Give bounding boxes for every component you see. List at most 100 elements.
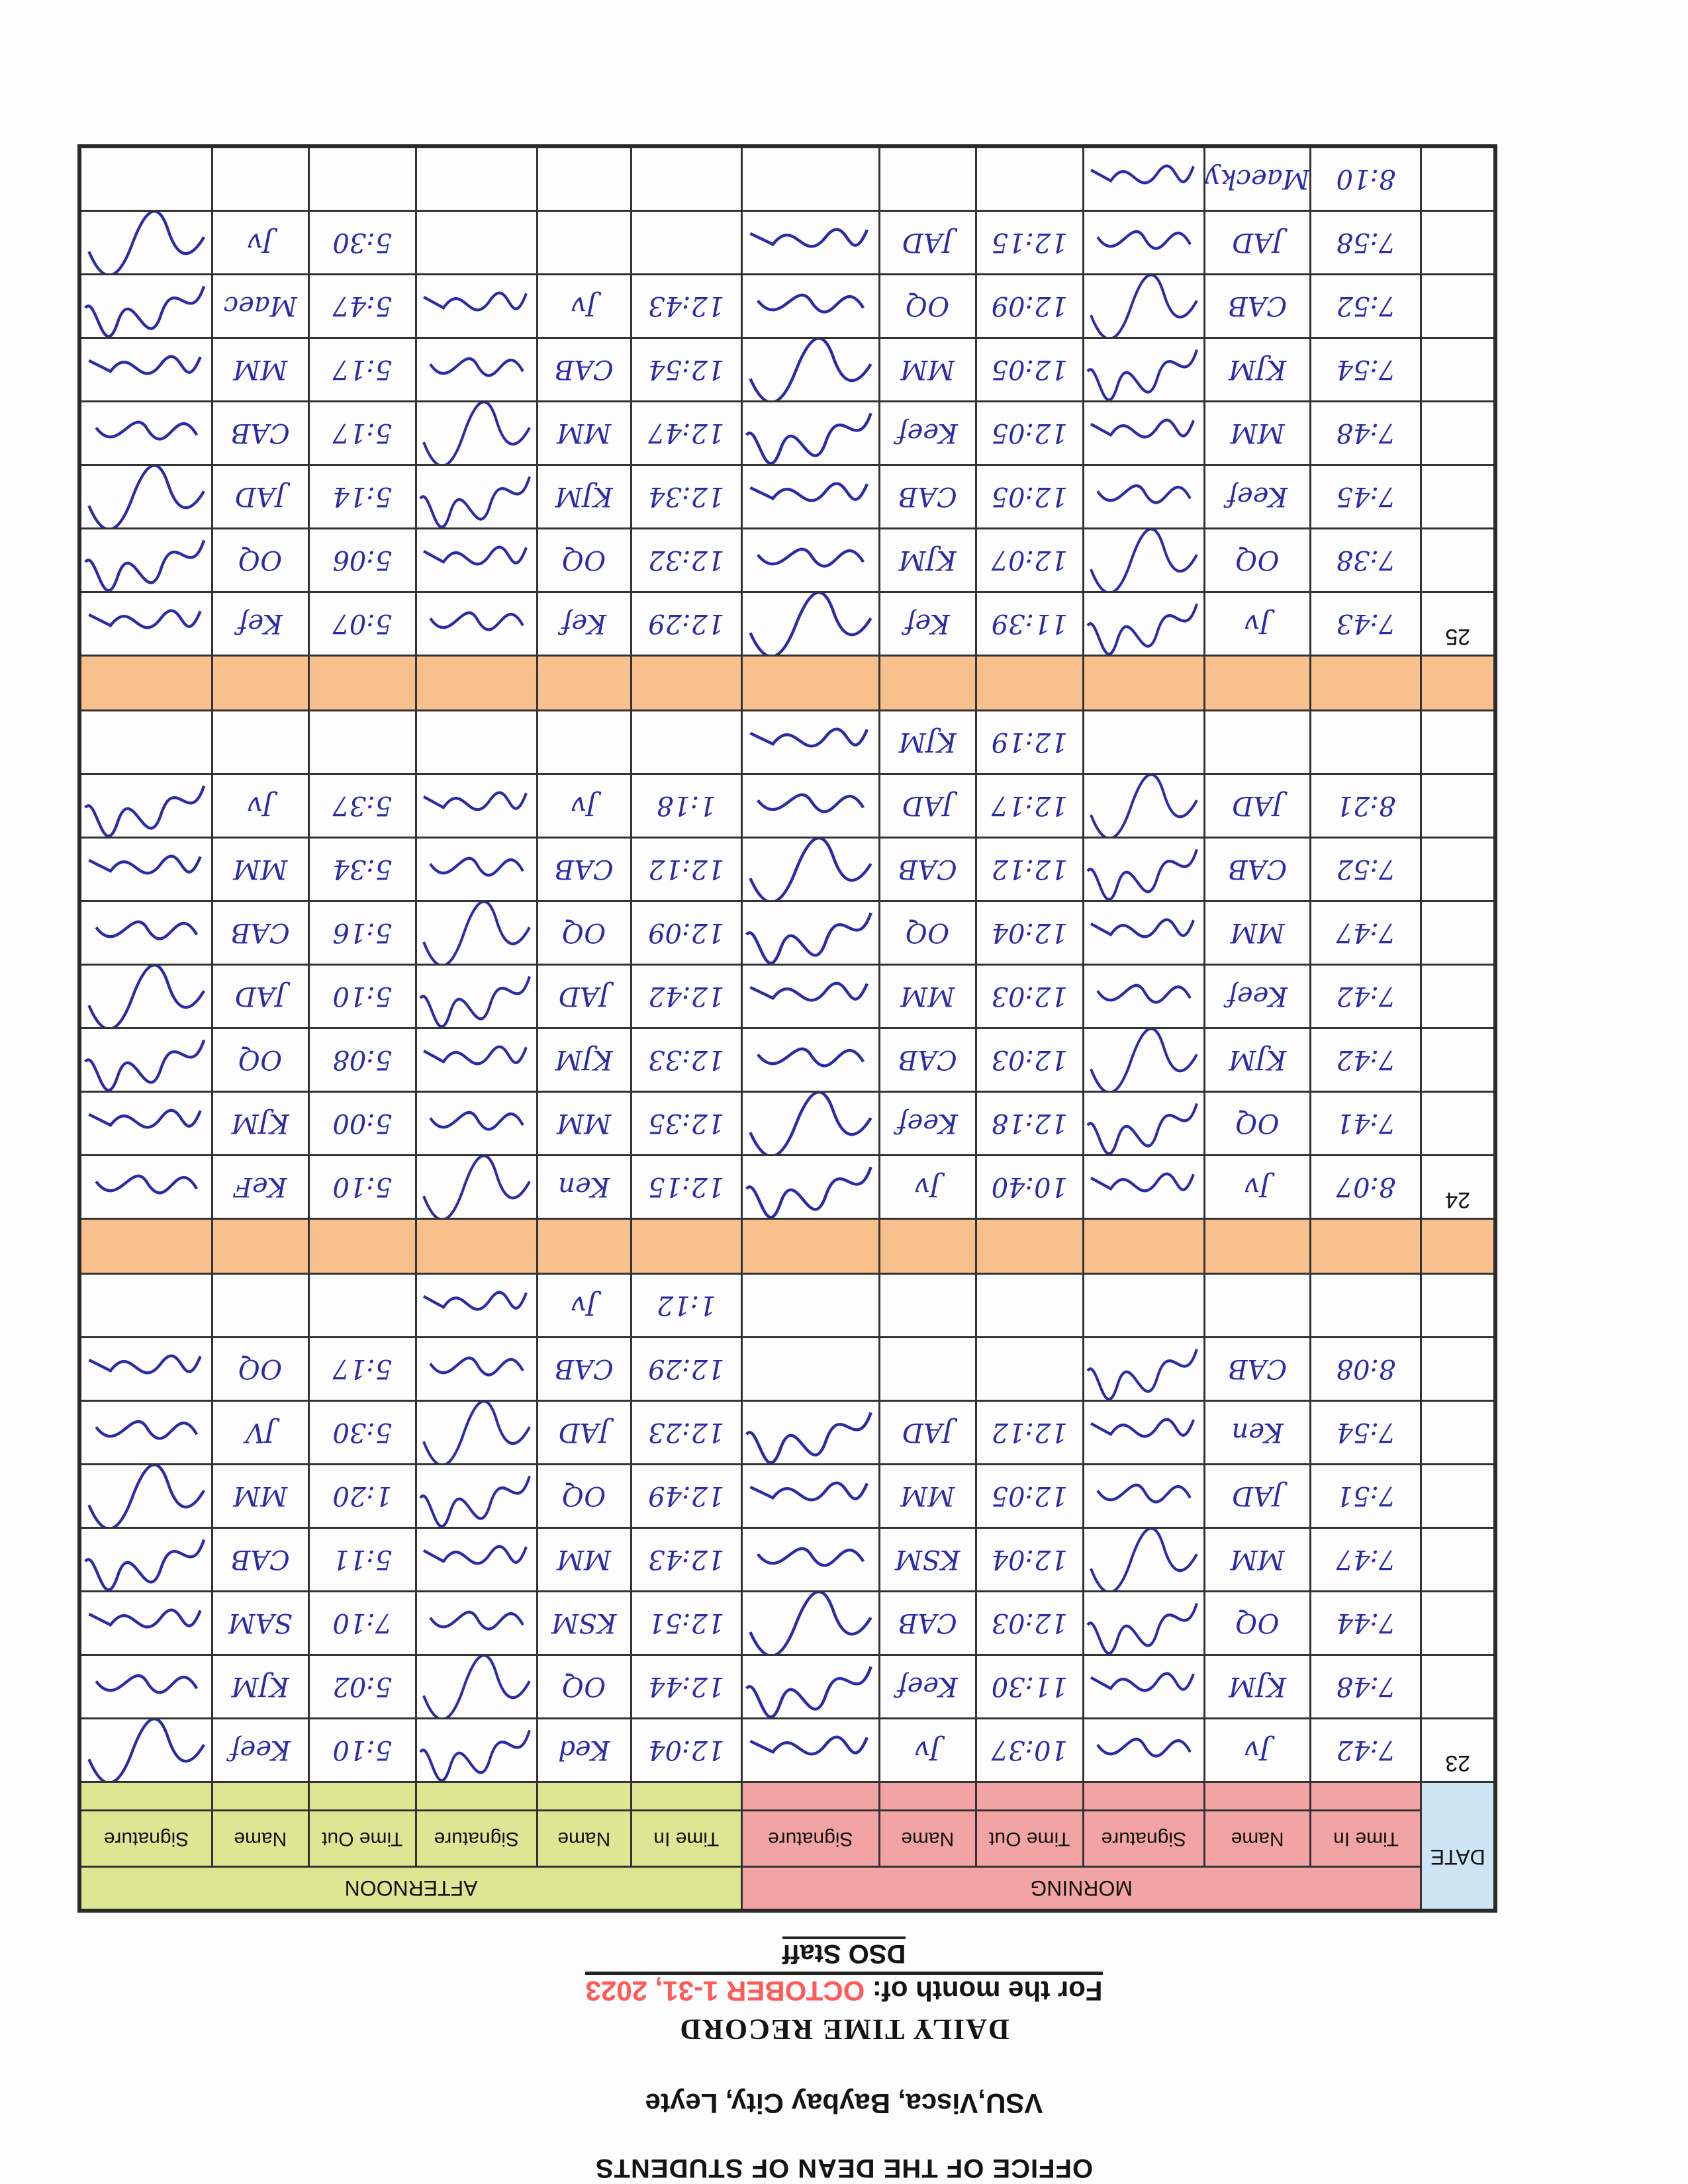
morning-name-cell: Maecky (1204, 146, 1311, 211)
afternoon-time-out-cell (308, 1273, 416, 1338)
separator-cell (416, 1218, 538, 1274)
afternoon-time-in-cell: 12:12 (631, 837, 742, 901)
handwritten-signature-mark (88, 1109, 202, 1129)
morning-signature-cell (1083, 1464, 1205, 1528)
morning-signature-cell (741, 837, 880, 901)
handwritten-signature-mark (83, 785, 205, 838)
separator-cell (79, 655, 212, 711)
morning-name-cell: OQ (879, 274, 976, 338)
afternoon-time-out-cell: 1:20 (308, 1464, 416, 1528)
morning-time-out-cell: 12:18 (976, 1091, 1084, 1156)
morning-time-in-cell: 7:42 (1311, 1718, 1421, 1782)
morning-signature-cell (741, 210, 880, 275)
morning-name-cell: KJM (1204, 1655, 1311, 1719)
handwritten-signature-mark (419, 976, 531, 1028)
morning-time-out-cell: 11:30 (976, 1655, 1084, 1719)
afternoon-time-in-cell (631, 210, 742, 275)
table-row: 7:47 MM 12:04 OQ 12:09 OQ 5:16 CAB (79, 901, 1495, 965)
afternoon-name-cell: JAD (537, 1400, 632, 1465)
afternoon-col-time-in: Time In (631, 1810, 742, 1867)
handwritten-signature-mark (88, 1608, 202, 1629)
afternoon-signature-cell (79, 964, 212, 1028)
separator-cell (1083, 1218, 1205, 1274)
morning-time-out-cell: 10:40 (976, 1155, 1084, 1219)
morning-time-in-cell: 7:42 (1311, 1028, 1421, 1092)
handwritten-signature-mark (429, 1610, 524, 1631)
handwritten-signature-mark (749, 727, 868, 748)
afternoon-name-cell: Kef (212, 592, 309, 656)
morning-time-in-cell: 7:42 (1311, 964, 1421, 1028)
handwritten-signature-mark (756, 1047, 865, 1068)
afternoon-signature-cell (79, 528, 212, 592)
morning-time-in-cell: 7:43 (1311, 592, 1421, 656)
morning-name-cell: KJM (879, 528, 976, 592)
afternoon-name-cell: KSM (537, 1591, 632, 1655)
morning-name-cell: OQ (1204, 1591, 1311, 1655)
afternoon-name-cell: Jv (212, 210, 309, 275)
morning-signature-cell (741, 774, 880, 838)
header-fill (308, 1782, 416, 1811)
afternoon-name-cell: MM (537, 1091, 632, 1156)
handwritten-signature-mark (1086, 1103, 1198, 1156)
table-row: 8:10 Maecky (79, 146, 1495, 211)
morning-name-cell (1204, 1273, 1311, 1338)
table-row: 7:48 KJM 11:30 Keef 12:44 OQ 5:02 KJM (79, 1655, 1495, 1719)
afternoon-time-in-cell: 12:29 (631, 592, 742, 656)
afternoon-signature-cell (416, 210, 538, 275)
morning-signature-cell (1083, 964, 1205, 1028)
afternoon-time-in-cell: 12:09 (631, 901, 742, 965)
handwritten-signature-mark (745, 1412, 872, 1465)
morning-time-in-cell: 8:08 (1311, 1337, 1421, 1401)
afternoon-signature-cell (79, 1155, 212, 1219)
staff-label: DSO Staff (0, 1936, 1688, 1968)
afternoon-signature-cell (79, 1273, 212, 1338)
morning-time-out-cell: 12:05 (976, 465, 1084, 529)
morning-signature-cell (741, 146, 880, 211)
morning-time-out-cell: 12:12 (976, 837, 1084, 901)
morning-time-out-cell: 12:05 (976, 401, 1084, 465)
handwritten-signature-mark (422, 401, 531, 465)
handwritten-signature-mark (83, 1039, 205, 1092)
morning-name-cell: OQ (1204, 528, 1311, 592)
afternoon-time-in-cell: 12:23 (631, 1400, 742, 1465)
afternoon-name-cell: Keef (212, 1718, 309, 1782)
afternoon-time-in-cell: 12:35 (631, 1091, 742, 1156)
handwritten-signature-mark (1086, 1602, 1198, 1655)
morning-time-out-cell: 12:12 (976, 1400, 1084, 1465)
date-cell (1421, 1400, 1495, 1465)
morning-signature-cell (1083, 274, 1205, 338)
afternoon-time-out-cell: 5:34 (308, 837, 416, 901)
table-row: 8:08 CAB 12:29 CAB 5:17 OQ (79, 1337, 1495, 1401)
morning-signature-cell (1083, 146, 1205, 211)
morning-time-in-cell: 7:38 (1311, 528, 1421, 592)
morning-name-cell: Jv (879, 1155, 976, 1219)
handwritten-signature-mark (745, 1666, 872, 1719)
afternoon-signature-cell (416, 1155, 538, 1219)
date-separator (79, 655, 1495, 711)
handwritten-signature-mark (422, 1545, 528, 1565)
separator-cell (741, 1218, 880, 1274)
afternoon-signature-cell (79, 210, 212, 275)
table-row: 7:54 KJM 12:05 MM 12:54 CAB 5:17 MM (79, 338, 1495, 402)
morning-signature-cell (1083, 210, 1205, 275)
morning-signature-cell (741, 1718, 880, 1782)
handwritten-signature-mark (1086, 603, 1198, 656)
handwritten-signature-mark (87, 210, 205, 275)
separator-cell (308, 1218, 416, 1274)
morning-signature-cell (741, 1527, 880, 1592)
afternoon-name-cell: MM (537, 1527, 632, 1592)
morning-signature-cell (1083, 528, 1205, 592)
morning-name-cell: Keef (879, 401, 976, 465)
morning-name-cell: MM (1204, 901, 1311, 965)
morning-signature-cell (1083, 1273, 1205, 1338)
handwritten-signature-mark (1089, 1028, 1198, 1092)
morning-time-out-cell: 12:15 (976, 210, 1084, 275)
afternoon-time-out-cell: 5:30 (308, 210, 416, 275)
separator-cell (1421, 655, 1495, 711)
morning-signature-cell (741, 1655, 880, 1719)
morning-time-in-cell (1311, 1273, 1421, 1338)
afternoon-time-out-cell (308, 710, 416, 774)
afternoon-signature-cell (416, 528, 538, 592)
table-row: 7:38 OQ 12:07 KJM 12:32 OQ 5:06 OQ (79, 528, 1495, 592)
morning-signature-cell (1083, 1591, 1205, 1655)
